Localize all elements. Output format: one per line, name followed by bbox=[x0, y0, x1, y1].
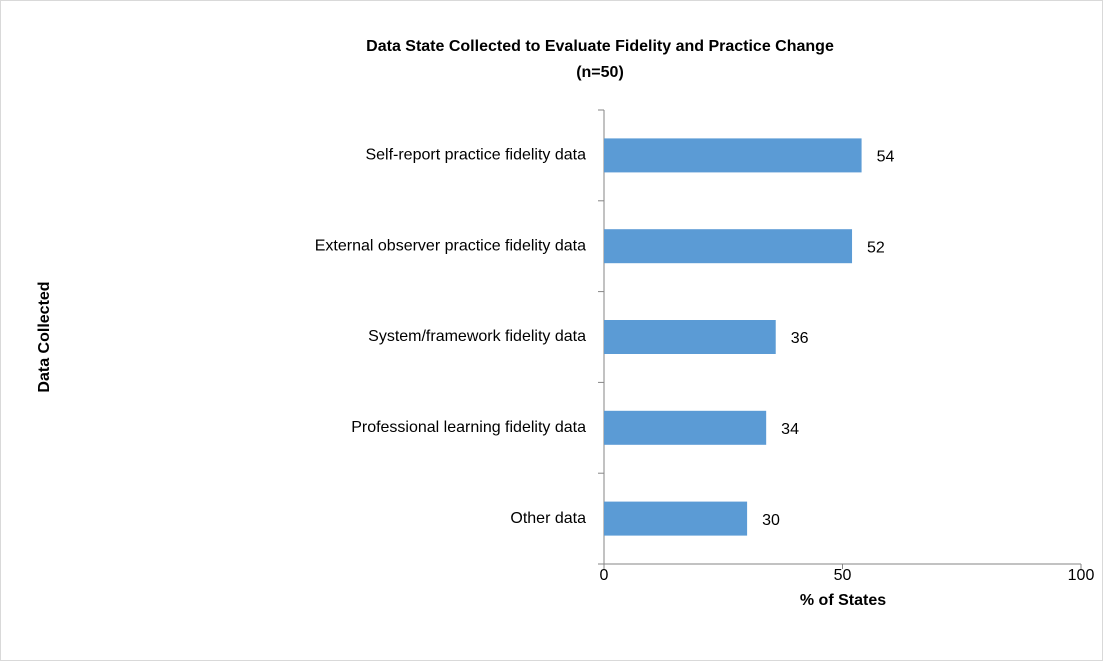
value-label: 36 bbox=[791, 330, 809, 347]
y-tick-label: External observer practice fidelity data bbox=[315, 237, 586, 254]
x-tick-label: 50 bbox=[834, 567, 852, 584]
chart-title: Data State Collected to Evaluate Fidelit… bbox=[366, 38, 834, 55]
value-label: 34 bbox=[781, 421, 799, 438]
y-tick-label: Self-report practice fidelity data bbox=[365, 147, 586, 164]
y-tick-label: Professional learning fidelity data bbox=[351, 419, 586, 436]
x-tick-label: 100 bbox=[1068, 567, 1095, 584]
bar bbox=[604, 410, 767, 445]
value-label: 54 bbox=[877, 149, 895, 166]
bar bbox=[604, 320, 776, 354]
value-label: 52 bbox=[867, 239, 885, 256]
chart-subtitle: (n=50) bbox=[576, 64, 624, 81]
bar bbox=[604, 229, 853, 264]
y-tick-label: System/framework fidelity data bbox=[368, 328, 586, 345]
x-axis-label: % of States bbox=[800, 592, 886, 609]
bar bbox=[604, 501, 748, 536]
x-tick-label: 0 bbox=[600, 567, 609, 584]
y-axis-label: Data Collected bbox=[36, 281, 53, 392]
y-tick-label: Other data bbox=[510, 510, 586, 527]
value-label: 30 bbox=[762, 512, 780, 529]
bar bbox=[604, 138, 862, 173]
